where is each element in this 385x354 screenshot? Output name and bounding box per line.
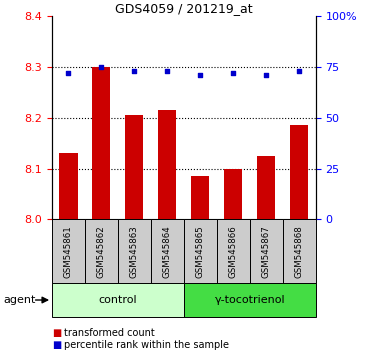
Bar (191, 176, 209, 219)
Text: GSM545868: GSM545868 (295, 225, 304, 278)
Text: GSM545861: GSM545861 (64, 225, 73, 278)
Text: GSM545863: GSM545863 (130, 225, 139, 278)
Bar (85, 219, 118, 283)
Bar (52, 219, 85, 283)
Bar (217, 219, 250, 283)
Text: GSM545866: GSM545866 (229, 225, 238, 278)
Point (65, 70, 72, 76)
Bar (224, 169, 242, 219)
Bar (151, 219, 184, 283)
Bar (250, 219, 283, 283)
Bar (118, 219, 151, 283)
Point (230, 70, 236, 76)
Text: ■: ■ (52, 328, 61, 338)
Text: agent: agent (4, 295, 36, 305)
Bar (257, 156, 275, 219)
Point (296, 68, 302, 74)
Point (131, 68, 137, 74)
Bar (283, 219, 316, 283)
Bar (59, 153, 77, 219)
Title: GDS4059 / 201219_at: GDS4059 / 201219_at (115, 2, 253, 15)
Point (197, 72, 203, 78)
Bar (184, 283, 316, 317)
Bar (92, 67, 110, 219)
Point (164, 68, 171, 74)
Text: γ-tocotrienol: γ-tocotrienol (214, 295, 285, 305)
Text: GSM545862: GSM545862 (97, 225, 106, 278)
Text: ■: ■ (52, 340, 61, 350)
Text: control: control (99, 295, 137, 305)
Point (98, 64, 104, 70)
Text: GSM545867: GSM545867 (262, 225, 271, 278)
Point (263, 72, 270, 78)
Bar (184, 219, 217, 283)
Text: GSM545865: GSM545865 (196, 225, 205, 278)
Bar (126, 115, 144, 219)
Bar (158, 110, 176, 219)
Bar (52, 283, 184, 317)
Text: transformed count: transformed count (64, 328, 154, 338)
Text: percentile rank within the sample: percentile rank within the sample (64, 340, 229, 350)
Bar (290, 125, 308, 219)
Text: GSM545864: GSM545864 (163, 225, 172, 278)
